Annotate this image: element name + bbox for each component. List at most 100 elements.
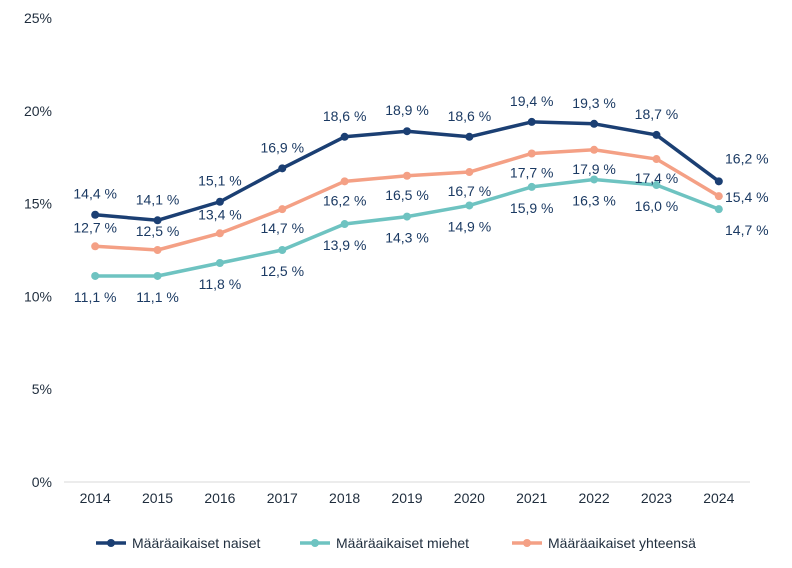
data-label: 16,7 % — [448, 183, 492, 199]
data-label: 17,4 % — [635, 170, 679, 186]
data-label: 14,3 % — [385, 230, 429, 246]
x-tick-label: 2018 — [329, 490, 360, 506]
series-3 — [91, 145, 723, 254]
data-label: 18,9 % — [385, 102, 429, 118]
y-tick-label: 25% — [24, 10, 52, 26]
legend-item: Määräaikaiset miehet — [300, 535, 469, 551]
data-point — [91, 210, 100, 219]
data-label: 18,7 % — [635, 106, 679, 122]
data-label: 16,3 % — [572, 192, 616, 208]
y-tick-label: 15% — [24, 196, 52, 212]
data-point — [527, 149, 536, 158]
data-point — [278, 246, 287, 254]
legend-label: Määräaikaiset yhteensä — [548, 535, 696, 551]
legend-item: Määräaikaiset yhteensä — [512, 535, 696, 551]
data-point — [340, 220, 349, 229]
data-point — [403, 127, 411, 136]
data-label: 12,5 % — [136, 223, 180, 239]
y-tick-label: 5% — [32, 381, 52, 397]
data-labels: 14,4 % 14,1 % 15,1 % 16,9 % 18,6 % 18,9 % 18,6… — [73, 93, 768, 305]
x-tick-label: 2022 — [579, 490, 610, 506]
data-label: 16,9 % — [260, 139, 304, 155]
legend-label: Määräaikaiset miehet — [336, 535, 469, 551]
data-point — [403, 212, 411, 221]
data-point — [215, 229, 224, 238]
data-label: 18,6 % — [448, 108, 492, 124]
data-label: 13,4 % — [198, 206, 242, 222]
x-axis: 2014 2015 2016 2017 2018 2019 2020 2021 2022 2023… — [64, 481, 750, 506]
y-tick-label: 10% — [24, 288, 52, 304]
data-point — [153, 246, 162, 254]
data-label: 12,5 % — [260, 263, 304, 279]
x-tick-label: 2021 — [516, 490, 547, 506]
data-point — [153, 216, 162, 225]
data-point — [278, 205, 287, 214]
data-label: 16,0 % — [635, 198, 679, 214]
data-label: 14,4 % — [73, 186, 117, 202]
legend-marker-icon — [311, 539, 319, 547]
data-point — [278, 164, 287, 173]
data-label: 16,5 % — [385, 187, 429, 203]
x-tick-label: 2023 — [641, 490, 672, 506]
series-1 — [91, 117, 723, 225]
data-point — [465, 132, 474, 141]
data-label: 16,2 % — [725, 150, 769, 166]
data-point — [590, 145, 599, 154]
x-tick-label: 2016 — [204, 490, 235, 506]
data-label: 11,1 % — [136, 289, 179, 305]
data-point — [527, 117, 536, 126]
data-point — [714, 177, 723, 186]
data-point — [465, 168, 474, 177]
data-point — [403, 171, 411, 180]
data-label: 13,9 % — [323, 237, 367, 253]
legend-marker-icon — [523, 539, 531, 547]
y-tick-label: 20% — [24, 103, 52, 119]
data-point — [91, 271, 100, 280]
data-label: 14,1 % — [136, 191, 180, 207]
data-point — [91, 242, 100, 251]
data-point — [465, 201, 474, 210]
data-label: 14,9 % — [448, 218, 492, 234]
data-point — [652, 155, 661, 164]
data-point — [215, 258, 224, 267]
data-point — [652, 130, 661, 139]
legend: Määräaikaiset naiset Määräaikaiset miehet… — [96, 535, 696, 551]
data-point — [340, 177, 349, 186]
series-layer — [91, 117, 723, 280]
y-tick-label: 0% — [32, 474, 52, 490]
data-point — [714, 192, 723, 201]
data-label: 12,7 % — [73, 219, 117, 235]
data-point — [153, 271, 162, 280]
data-point — [527, 182, 536, 191]
data-label: 11,8 % — [199, 276, 242, 292]
y-axis: 0% 5% 10% 15% 20% 25% — [24, 10, 52, 490]
x-tick-label: 2019 — [391, 490, 422, 506]
data-label: 17,7 % — [510, 164, 554, 180]
data-point — [590, 119, 599, 128]
data-point — [215, 197, 224, 206]
data-point — [340, 132, 349, 141]
data-label: 18,6 % — [323, 108, 367, 124]
legend-marker-icon — [107, 539, 115, 547]
data-label: 14,7 % — [725, 222, 769, 238]
legend-item: Määräaikaiset naiset — [96, 535, 261, 551]
series-line — [93, 120, 721, 223]
x-tick-label: 2017 — [267, 490, 298, 506]
data-label: 15,9 % — [510, 200, 554, 216]
data-label: 19,4 % — [510, 93, 554, 109]
data-label: 16,2 % — [323, 192, 367, 208]
data-label: 11,1 % — [74, 289, 117, 305]
data-label: 17,9 % — [572, 161, 616, 177]
data-point — [652, 181, 661, 190]
data-label: 15,1 % — [198, 173, 242, 189]
data-point — [590, 175, 599, 184]
series-2 — [91, 175, 723, 280]
data-label: 14,7 % — [260, 220, 304, 236]
data-label: 19,3 % — [572, 95, 616, 111]
x-tick-label: 2014 — [80, 490, 111, 506]
data-point — [714, 205, 723, 214]
legend-label: Määräaikaiset naiset — [132, 535, 261, 551]
x-tick-label: 2020 — [454, 490, 485, 506]
data-label: 15,4 % — [725, 189, 769, 205]
